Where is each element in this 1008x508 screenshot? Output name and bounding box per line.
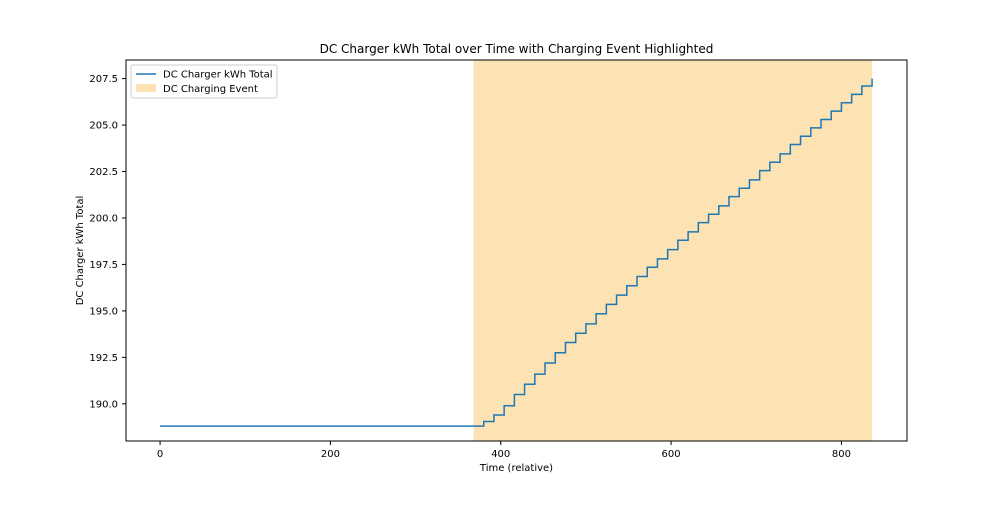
legend-frame [130,64,278,99]
y-tick-label: 202.5 [89,167,118,178]
chart-title: DC Charger kWh Total over Time with Char… [320,42,714,56]
x-axis-label: Time (relative) [479,463,553,474]
x-tick-label: 600 [662,449,681,460]
x-tick-label: 0 [157,449,163,460]
x-tick-label: 400 [491,449,510,460]
plot-frame [125,59,908,442]
charging-event-span [473,60,873,441]
series-line-0 [160,78,873,427]
y-tick-label: 195.0 [89,306,118,317]
legend-label-series: DC Charger kWh Total [163,70,273,81]
y-tick-label: 207.5 [89,74,118,85]
y-axis-label: DC Charger kWh Total [75,196,86,306]
x-tick-label: 800 [832,449,851,460]
x-tick-label: 200 [321,449,340,460]
highlight-layer [473,60,873,441]
y-tick-label: 190.0 [89,399,118,410]
series-layer [160,78,873,427]
y-axis-ticks: 190.0 192.5 195.0 197.5 200.0 202.5 205.0 207.5 [89,74,126,410]
x-axis-ticks: 0 200 400 600 800 [157,441,851,460]
legend-span-swatch [136,84,156,92]
legend: DC Charger kWh Total DC Charging Event [130,64,278,99]
y-tick-label: 197.5 [89,260,118,271]
y-tick-label: 192.5 [89,353,118,364]
y-tick-label: 205.0 [89,121,118,132]
legend-label-highlight: DC Charging Event [163,84,258,95]
y-tick-label: 200.0 [89,213,118,224]
